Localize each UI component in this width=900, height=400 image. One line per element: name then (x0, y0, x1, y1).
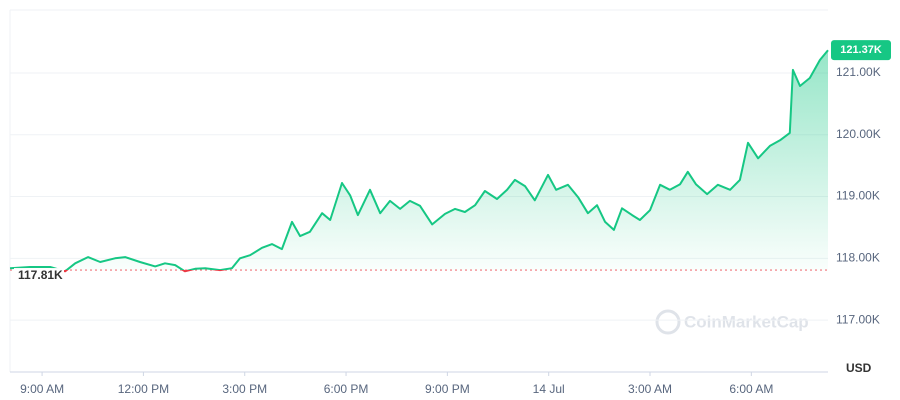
x-tick-label: 14 Jul (533, 382, 565, 396)
x-tick-label: 9:00 PM (425, 382, 470, 396)
y-tick-label: 120.00K (836, 127, 881, 141)
watermark: CoinMarketCap (655, 309, 809, 335)
y-tick-label: 118.00K (836, 251, 880, 265)
y-tick-label: 117.00K (836, 312, 880, 326)
x-tick-label: 6:00 PM (324, 382, 369, 396)
reference-label-bg (14, 268, 64, 285)
y-tick-label: 119.00K (836, 189, 880, 203)
reference-label: 117.81K (18, 268, 63, 282)
current-price-tag (831, 40, 891, 61)
x-tick-label: 12:00 PM (118, 382, 169, 396)
watermark-logo (655, 309, 681, 335)
watermark-text: CoinMarketCap (684, 312, 809, 331)
price-area (10, 50, 828, 272)
x-tick-label: 6:00 AM (729, 382, 773, 396)
x-tick-label: 3:00 AM (628, 382, 672, 396)
y-tick-label: 121.00K (836, 65, 881, 79)
x-tick-label: 9:00 AM (20, 382, 64, 396)
current-price-label: 121.37K (840, 44, 882, 56)
price-line (9, 49, 829, 273)
y-unit: USD (846, 361, 872, 375)
x-tick-label: 3:00 PM (222, 382, 267, 396)
